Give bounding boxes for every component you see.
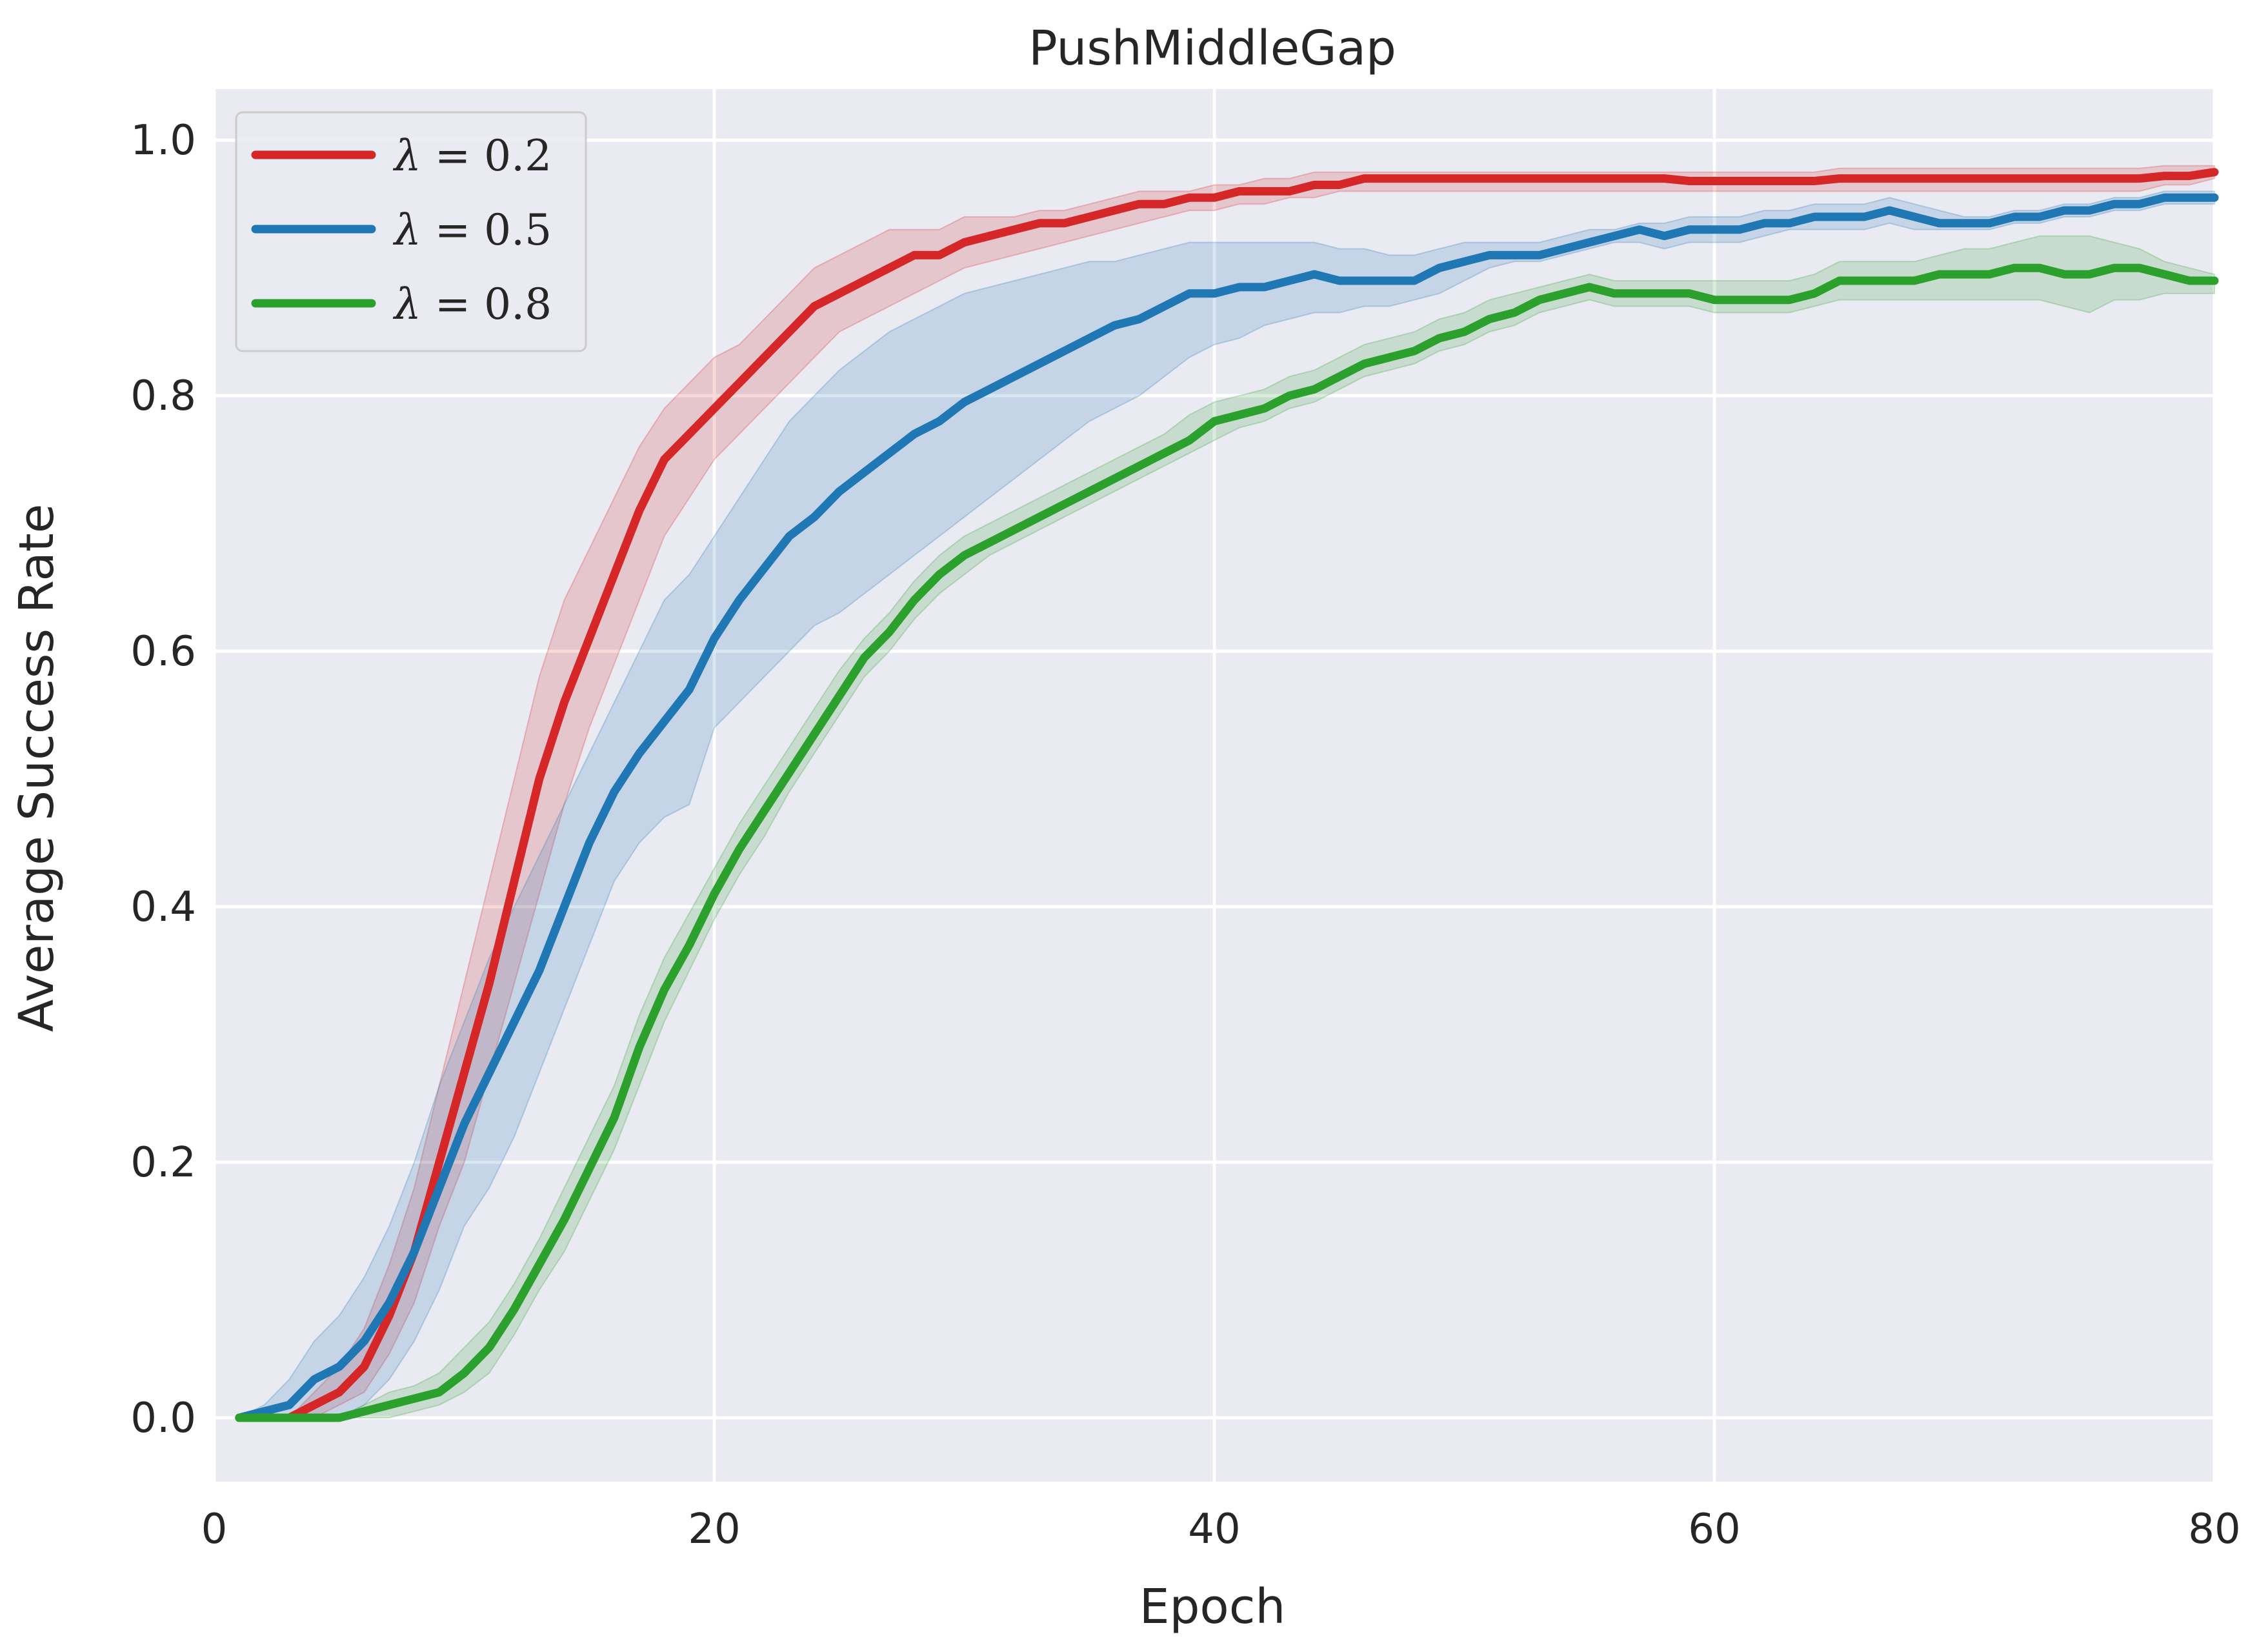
series-line: [235, 193, 2219, 1422]
x-axis-ticks: 0 20 40 60 80: [201, 1506, 2241, 1553]
legend: λ = 0.2 λ = 0.5 λ = 0.8: [235, 111, 587, 352]
x-tick-label: 20: [688, 1506, 740, 1553]
y-axis-ticks: 0.0 0.2 0.4 0.6 0.8 1.0: [130, 117, 196, 1442]
y-tick-label: 0.8: [130, 372, 196, 420]
x-tick-label: 0: [201, 1506, 228, 1553]
y-tick-label: 0.4: [130, 883, 196, 931]
series-lines: [235, 168, 2219, 1422]
x-tick-label: 60: [1688, 1506, 1740, 1553]
y-tick-label: 0.6: [130, 628, 196, 676]
series-line: [235, 168, 2219, 1422]
x-axis-label: Epoch: [1139, 1579, 1286, 1635]
legend-label: λ = 0.5: [392, 205, 552, 255]
y-tick-label: 1.0: [130, 117, 196, 165]
x-tick-label: 40: [1188, 1506, 1240, 1553]
y-axis-label: Average Success Rate: [9, 504, 65, 1032]
legend-frame: [235, 111, 587, 352]
chart-title: PushMiddleGap: [1029, 21, 1396, 76]
x-tick-label: 80: [2188, 1506, 2240, 1553]
series-line: [235, 263, 2219, 1422]
y-tick-label: 0.2: [130, 1139, 196, 1187]
legend-label: λ = 0.2: [392, 131, 552, 181]
y-tick-label: 0.0: [130, 1395, 196, 1442]
legend-label: λ = 0.8: [392, 279, 552, 329]
grid-lines: [212, 89, 2216, 1482]
